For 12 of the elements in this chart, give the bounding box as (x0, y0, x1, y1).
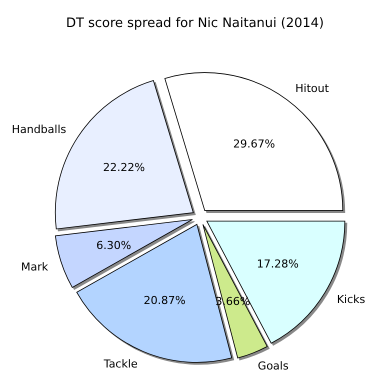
slice-label: Hitout (295, 82, 330, 96)
slice-label: Tackle (102, 358, 138, 371)
slice-label: Goals (258, 359, 289, 372)
slice-label: Mark (21, 260, 49, 274)
slice-label: Kicks (336, 293, 366, 306)
slice-label: Handballs (12, 123, 67, 136)
data-label: 20.87% (144, 294, 186, 308)
data-label: 17.28% (256, 257, 299, 270)
chart-title: DT score spread for Nic Naitanui (2014) (64, 16, 326, 31)
data-label: 6.30% (96, 238, 132, 252)
data-label: 29.67% (233, 138, 276, 151)
data-label: 22.22% (103, 160, 145, 174)
